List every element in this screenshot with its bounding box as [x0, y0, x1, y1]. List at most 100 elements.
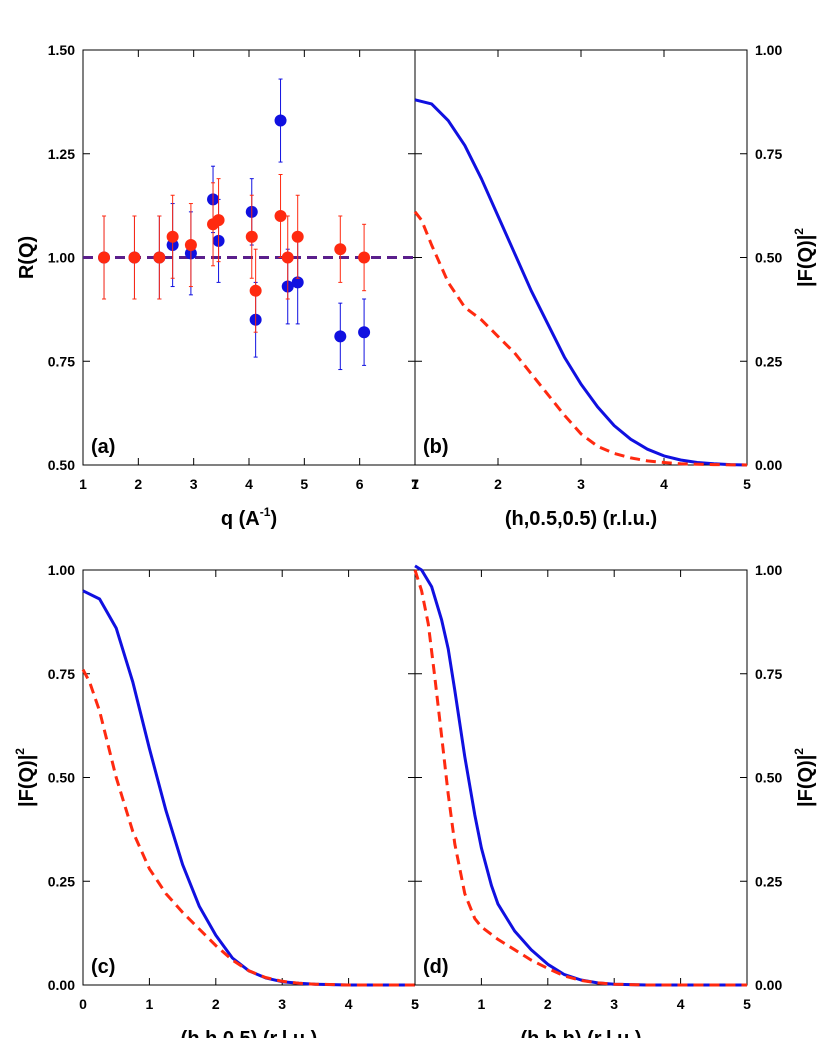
y-tick-label: 0.50	[755, 770, 782, 786]
x-tick-label: 5	[743, 476, 751, 492]
data-point	[334, 243, 347, 256]
y-tick-label: 1.00	[755, 42, 782, 58]
x-tick-label: 4	[345, 996, 353, 1012]
x-axis-label: (h,h,0.5) (r.l.u.)	[181, 1028, 318, 1038]
solid-series-line	[414, 98, 748, 467]
data-point	[358, 251, 371, 264]
data-point	[281, 251, 294, 264]
y-axis-label-text: |F(Q)|	[16, 755, 38, 807]
y-axis-label-text: |F(Q)|	[795, 235, 817, 287]
panel-label: (c)	[91, 956, 115, 978]
x-tick-label: 4	[677, 996, 685, 1012]
y-tick-label: 1.25	[48, 146, 75, 162]
plot-frame	[414, 49, 748, 466]
x-tick-label: 1	[478, 996, 486, 1012]
y-tick-label: 0.50	[755, 250, 782, 266]
data-point	[249, 284, 262, 297]
x-axis-label-end: )	[270, 508, 277, 530]
y-axis-label: |F(Q)|2	[792, 748, 817, 807]
y-tick-label: 0.75	[48, 353, 75, 369]
x-tick-label: 2	[494, 476, 502, 492]
y-tick-label: 1.50	[48, 42, 75, 58]
x-tick-label: 3	[278, 996, 286, 1012]
x-tick-label: 5	[300, 476, 308, 492]
y-tick-label: 1.00	[48, 250, 75, 266]
x-tick-label: 5	[411, 996, 419, 1012]
y-tick-label: 0.25	[755, 353, 782, 369]
panel-label: (a)	[91, 436, 115, 458]
panel-a: 1 2 3 4 5 6 7 0.50 0.75 1.00 1.25 1.50 q (A-1) R(Q) (a…	[16, 42, 419, 530]
x-axis-label-text: (h,0.5,0.5) (r.l.u.)	[505, 508, 657, 530]
data-point	[98, 251, 111, 264]
x-axis-label: (h,0.5,0.5) (r.l.u.)	[505, 508, 657, 530]
data-point	[358, 326, 371, 339]
dashed-series-line	[81, 668, 415, 987]
x-tick-label: 3	[190, 476, 198, 492]
y-axis-label-sup: 2	[792, 748, 806, 755]
y-tick-label: 0.25	[755, 873, 782, 889]
plot-frame	[414, 569, 748, 986]
y-tick-label: 0.25	[48, 873, 75, 889]
x-tick-label: 7	[411, 476, 419, 492]
plot-frame	[82, 569, 416, 986]
data-point	[212, 214, 225, 227]
y-tick-label: 0.50	[48, 770, 75, 786]
x-tick-label: 2	[544, 996, 552, 1012]
panel-label: (d)	[423, 956, 449, 978]
y-tick-label: 0.00	[48, 977, 75, 993]
data-point	[245, 230, 258, 243]
y-axis-label-sup: 2	[13, 748, 27, 755]
y-tick-label: 0.50	[48, 457, 75, 473]
x-tick-label: 3	[610, 996, 618, 1012]
x-tick-label: 0	[79, 996, 87, 1012]
x-axis-label-sup: -1	[260, 505, 271, 519]
x-tick-label: 6	[356, 476, 364, 492]
data-point	[274, 210, 287, 222]
panel-label: (b)	[423, 436, 449, 458]
data-point	[166, 230, 179, 243]
x-axis-label-text: q (A	[221, 508, 260, 530]
solid-series-line	[414, 564, 747, 987]
data-point	[291, 230, 304, 243]
y-axis-label-sup: 2	[792, 228, 806, 235]
x-tick-label: 4	[660, 476, 668, 492]
y-axis-label: |F(Q)|2	[792, 228, 817, 287]
solid-series-line	[82, 589, 415, 987]
x-tick-label: 2	[134, 476, 142, 492]
y-tick-label: 0.75	[48, 666, 75, 682]
dashed-series-line	[413, 569, 747, 987]
y-axis-label-text: |F(Q)|	[795, 755, 817, 807]
x-tick-label: 3	[577, 476, 585, 492]
x-tick-label: 5	[411, 996, 419, 1012]
y-axis-label: R(Q)	[16, 236, 38, 279]
y-axis-label: |F(Q)|2	[13, 748, 38, 807]
y-axis-label-text: R(Q)	[16, 236, 38, 279]
data-point	[128, 251, 141, 264]
y-tick-label: 0.75	[755, 666, 782, 682]
x-tick-label: 5	[743, 996, 751, 1012]
dashed-series-line	[413, 210, 748, 467]
data-point	[184, 239, 197, 252]
data-point	[291, 276, 304, 289]
x-tick-label: 2	[212, 996, 220, 1012]
x-axis-label-text: (h,h,0.5) (r.l.u.)	[181, 1028, 318, 1038]
panel-c: 0 1 2 3 4 5 0.00 0.25 0.50 0.75 1.00 (h,h,0.5) (r.l…	[13, 562, 419, 1038]
x-axis-label: (h,h,h) (r.l.u.)	[520, 1028, 641, 1038]
x-tick-label: 1	[411, 476, 419, 492]
y-tick-label: 1.00	[755, 562, 782, 578]
y-tick-label: 0.00	[755, 977, 782, 993]
x-axis-label-text: (h,h,h) (r.l.u.)	[520, 1028, 641, 1038]
y-tick-label: 0.75	[755, 146, 782, 162]
x-axis-label: q (A-1)	[221, 505, 277, 530]
y-tick-label: 1.00	[48, 562, 75, 578]
y-tick-label: 0.00	[755, 457, 782, 473]
x-tick-label: 1	[79, 476, 87, 492]
data-point	[274, 114, 287, 127]
data-point	[153, 251, 166, 264]
data-point	[334, 330, 347, 343]
panel-b: 1 2 3 4 50.00 0.25 0.50 0.75 1.00 (h,0.5,0.5) (r.…	[411, 42, 817, 530]
x-tick-label: 4	[245, 476, 253, 492]
x-tick-label: 1	[146, 996, 154, 1012]
